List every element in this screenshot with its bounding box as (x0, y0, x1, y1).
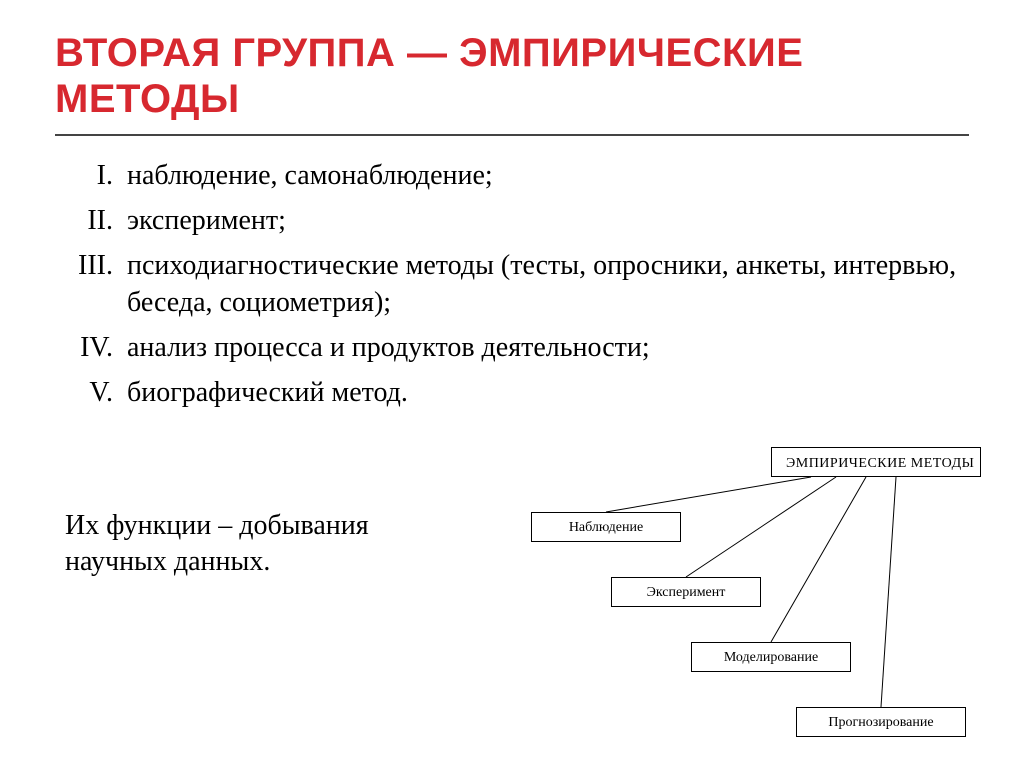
list-item-num: II. (55, 203, 113, 240)
list-item-text: наблюдение, самонаблюдение; (127, 160, 493, 191)
list-item-num: I. (55, 158, 113, 195)
diagram-node: Моделирование (691, 642, 851, 672)
diagram-node: Прогнозирование (796, 707, 966, 737)
diagram-root-node: ЭМПИРИЧЕСКИЕ МЕТОДЫ (771, 447, 981, 477)
footer-text: Их функции – добывания научных данных. (55, 508, 475, 581)
edge (606, 477, 811, 512)
list-item-text: эксперимент; (127, 205, 286, 236)
list-item-text: психодиагностические методы (тесты, опро… (127, 250, 956, 318)
list-item-text: анализ процесса и продуктов деятельности… (127, 332, 650, 363)
diagram: ЭМПИРИЧЕСКИЕ МЕТОДЫ Наблюдение Эксперимент… (496, 437, 996, 737)
edge (771, 477, 866, 642)
list-item: IV. анализ процесса и продуктов деятельн… (127, 330, 969, 367)
edge (686, 477, 836, 577)
diagram-node: Эксперимент (611, 577, 761, 607)
list-item: III. психодиагностические методы (тесты,… (127, 248, 969, 322)
list-item: I. наблюдение, самонаблюдение; (127, 158, 969, 195)
list-item: II. эксперимент; (127, 203, 969, 240)
diagram-node: Наблюдение (531, 512, 681, 542)
slide-container: ВТОРАЯ ГРУППА — ЭМПИРИЧЕСКИЕ МЕТОДЫ I. н… (0, 0, 1024, 767)
list-item-num: III. (55, 248, 113, 285)
list-item-num: V. (55, 375, 113, 412)
list-item-num: IV. (55, 330, 113, 367)
list-item: V. биографический метод. (127, 375, 969, 412)
edge (881, 477, 896, 707)
list-item-text: биографический метод. (127, 377, 408, 408)
slide-title: ВТОРАЯ ГРУППА — ЭМПИРИЧЕСКИЕ МЕТОДЫ (55, 30, 969, 136)
methods-list: I. наблюдение, самонаблюдение; II. экспе… (55, 158, 969, 412)
